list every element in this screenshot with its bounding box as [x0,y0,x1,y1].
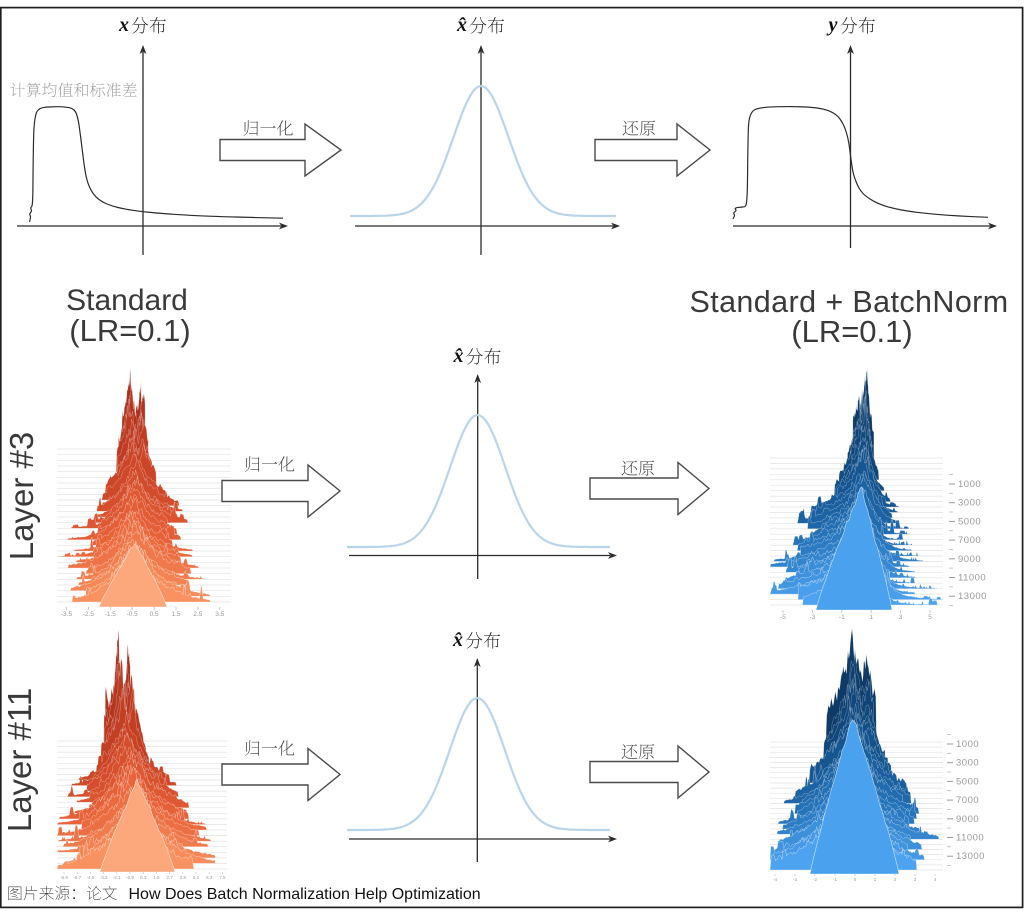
svg-text:-4.5: -4.5 [87,875,95,880]
svg-text:5: 5 [928,614,932,621]
svg-text:-1.5: -1.5 [105,611,117,618]
svg-text:1.5: 1.5 [171,611,180,618]
svg-text:x̂: x̂ [452,629,463,651]
svg-text:Standard + BatchNorm: Standard + BatchNorm [689,285,1008,319]
svg-text:Standard: Standard [66,284,188,317]
svg-text:Layer #11: Layer #11 [1,688,38,832]
svg-text:1000: 1000 [958,479,981,490]
svg-text:1: 1 [869,614,873,621]
svg-text:-5: -5 [780,614,786,621]
svg-text:7000: 7000 [956,795,979,806]
svg-text:x: x [118,14,129,36]
svg-text:9000: 9000 [956,814,979,825]
svg-text:0.5: 0.5 [150,611,159,618]
svg-text:-2: -2 [813,877,817,882]
svg-text:(LR=0.1): (LR=0.1) [69,313,190,348]
svg-text:-3: -3 [810,614,816,621]
svg-text:-3.5: -3.5 [61,611,73,618]
svg-text:3: 3 [899,614,903,621]
svg-text:-6.9: -6.9 [60,875,68,880]
svg-text:9000: 9000 [958,554,981,565]
svg-text:5.1: 5.1 [193,875,200,880]
svg-text:y: y [827,14,838,36]
svg-text:-2.1: -2.1 [113,875,121,880]
svg-text:2: 2 [894,877,897,882]
svg-text:-3: -3 [793,877,797,882]
svg-text:4: 4 [934,877,937,882]
svg-text:2.5: 2.5 [193,611,202,618]
svg-text:5000: 5000 [958,516,981,527]
svg-text:-5.7: -5.7 [73,875,81,880]
svg-text:7.5: 7.5 [219,875,226,880]
svg-text:1.5: 1.5 [153,875,160,880]
svg-text:2.7: 2.7 [166,875,173,880]
svg-text:0.3: 0.3 [140,875,147,880]
svg-text:7000: 7000 [958,535,981,546]
svg-text:(LR=0.1): (LR=0.1) [791,314,912,349]
svg-text:13000: 13000 [956,851,985,862]
svg-text:1: 1 [874,877,877,882]
svg-text:5000: 5000 [956,776,979,787]
svg-text:x̂: x̂ [453,345,464,367]
svg-text:3000: 3000 [958,498,981,509]
svg-text:-3.3: -3.3 [100,875,108,880]
svg-text:0: 0 [854,877,857,882]
svg-text:3.9: 3.9 [180,875,187,880]
svg-text:How Does Batch Normalization H: How Does Batch Normalization Help Optimi… [129,886,481,903]
svg-text:x̂: x̂ [456,14,467,36]
svg-text:-1: -1 [833,877,837,882]
svg-text:-2.5: -2.5 [83,611,95,618]
svg-text:13000: 13000 [958,591,987,602]
svg-text:3.5: 3.5 [215,611,224,618]
svg-text:11000: 11000 [956,833,984,844]
svg-text:-4: -4 [773,877,777,882]
svg-text:11000: 11000 [958,573,986,584]
svg-text:3000: 3000 [956,758,979,769]
svg-text:1000: 1000 [956,739,979,750]
svg-text:-0.5: -0.5 [127,611,139,618]
svg-text:Layer #3: Layer #3 [3,432,40,560]
svg-text:6.3: 6.3 [206,875,213,880]
svg-text:3: 3 [914,877,917,882]
svg-text:-1: -1 [839,614,845,621]
svg-text:-0.9: -0.9 [126,875,134,880]
